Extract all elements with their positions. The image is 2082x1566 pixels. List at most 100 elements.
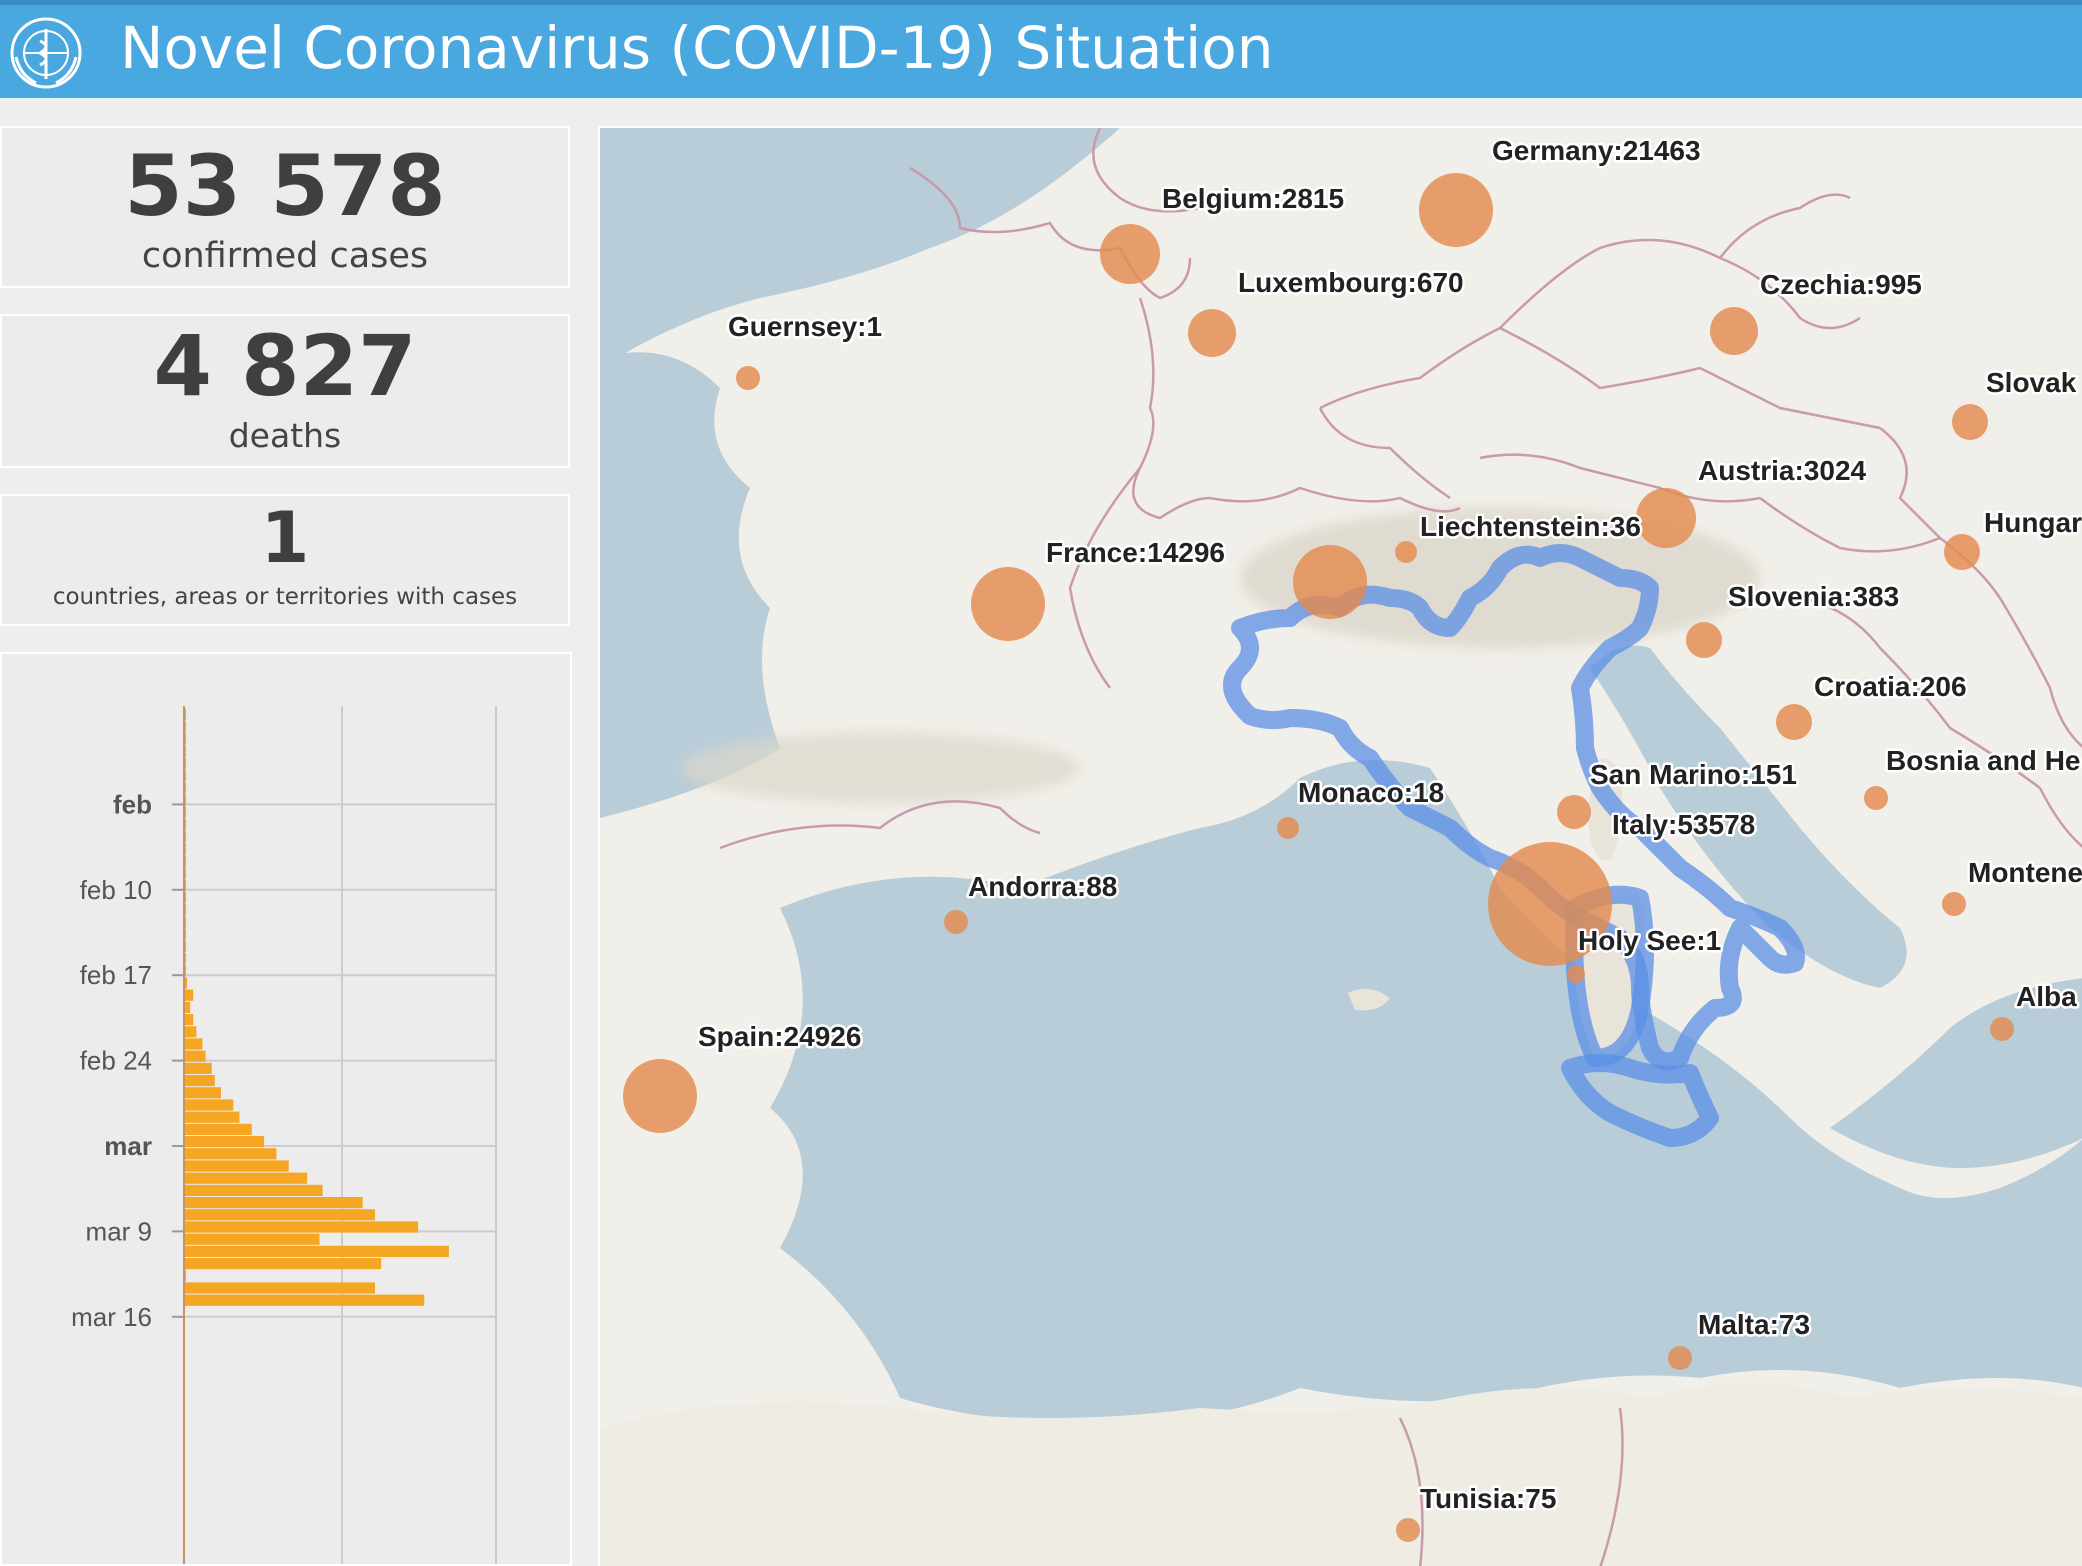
chart-bar[interactable] (184, 1197, 363, 1209)
chart-bar[interactable] (184, 1209, 375, 1221)
marker-holy-see[interactable] (1567, 965, 1585, 983)
chart-tick-label: mar 9 (86, 1216, 152, 1246)
chart-bar[interactable] (184, 1148, 277, 1160)
english-channel-sea (600, 128, 1120, 368)
chart-bar[interactable] (184, 1123, 252, 1135)
marker-france[interactable] (971, 567, 1045, 641)
marker-san-marino[interactable] (1557, 795, 1591, 829)
marker-croatia[interactable] (1776, 704, 1812, 740)
label-germany: Germany:21463 (1492, 135, 1701, 166)
map-canvas[interactable]: Germany:21463 Belgium:2815 Luxembourg:670 C… (600, 128, 2082, 1566)
chart-bar[interactable] (184, 1050, 206, 1062)
chart-bar[interactable] (184, 1160, 289, 1172)
chart-bar[interactable] (184, 989, 194, 1001)
marker-germany[interactable] (1419, 173, 1493, 247)
marker-liechtenstein[interactable] (1395, 541, 1417, 563)
epi-curve-chart[interactable]: feb feb 10 feb 17 feb 24 mar mar 9 mar 16 (2, 654, 572, 1566)
marker-belgium[interactable] (1100, 224, 1160, 284)
label-liechtenstein: Liechtenstein:36 (1420, 511, 1641, 542)
label-malta: Malta:73 (1698, 1309, 1810, 1340)
chart-bar[interactable] (184, 1099, 234, 1111)
label-holy-see: Holy See:1 (1578, 925, 1721, 956)
mediterranean-sea (770, 760, 2082, 1421)
map-panel[interactable]: Germany:21463 Belgium:2815 Luxembourg:670 C… (598, 126, 2082, 1566)
label-andorra: Andorra:88 (968, 871, 1117, 902)
chart-bar[interactable] (184, 1294, 425, 1306)
marker-tunisia[interactable] (1396, 1518, 1420, 1542)
adriatic-sea (1590, 645, 1907, 988)
label-albania: Alba (2016, 981, 2077, 1012)
chart-bar[interactable] (184, 1001, 191, 1013)
chart-bar[interactable] (184, 1258, 382, 1270)
epi-curve-panel[interactable]: feb feb 10 feb 17 feb 24 mar mar 9 mar 16 (0, 652, 572, 1566)
chart-bar[interactable] (184, 1282, 375, 1294)
chart-tick-label: feb 10 (80, 875, 152, 905)
marker-spain[interactable] (623, 1059, 697, 1133)
label-croatia: Croatia:206 (1814, 671, 1967, 702)
countries-card: 1 countries, areas or territories with c… (0, 494, 570, 626)
label-czechia: Czechia:995 (1760, 269, 1922, 300)
country-borders (719, 128, 2082, 1566)
who-emblem-icon (10, 17, 82, 89)
marker-luxembourg[interactable] (1188, 309, 1236, 357)
chart-bar[interactable] (184, 1026, 197, 1038)
label-tunisia: Tunisia:75 (1420, 1483, 1556, 1514)
chart-bar[interactable] (184, 1233, 320, 1245)
chart-tick-label: feb (113, 789, 152, 819)
chart-bar[interactable] (184, 1136, 265, 1148)
chart-bar[interactable] (184, 1221, 419, 1233)
ionian-sea (1830, 978, 2082, 1168)
north-africa-land (600, 1383, 2082, 1566)
label-slovakia: Slovak (1986, 367, 2077, 398)
marker-slovakia[interactable] (1952, 404, 1988, 440)
sicily-outline-highlight (1561, 1054, 1719, 1147)
chart-bar[interactable] (184, 977, 188, 989)
label-luxembourg: Luxembourg:670 (1238, 267, 1464, 298)
page-title: Novel Coronavirus (COVID-19) Situation (120, 14, 1274, 82)
deaths-card: 4 827 deaths (0, 314, 570, 468)
map-markers[interactable]: Germany:21463 Belgium:2815 Luxembourg:670 C… (623, 133, 2082, 1542)
countries-value: 1 (260, 497, 310, 579)
label-slovenia: Slovenia:383 (1728, 581, 1899, 612)
atlantic-sea (600, 352, 780, 818)
label-guernsey: Guernsey:1 (728, 311, 882, 342)
marker-austria[interactable] (1636, 488, 1696, 548)
chart-bar[interactable] (184, 1184, 323, 1196)
label-bosnia-and-herzegovina: Bosnia and He (1886, 745, 2080, 776)
chart-bar[interactable] (184, 1075, 215, 1087)
sardinia-outline-highlight (1565, 885, 1654, 1067)
chart-bar[interactable] (184, 1087, 221, 1099)
marker-czechia[interactable] (1710, 307, 1758, 355)
chart-bar[interactable] (184, 1172, 308, 1184)
deaths-value: 4 827 (153, 317, 417, 415)
marker-italy[interactable] (1488, 842, 1612, 966)
marker-slovenia[interactable] (1686, 622, 1722, 658)
header-bar: Novel Coronavirus (COVID-19) Situation (0, 0, 2082, 98)
marker-montenegro[interactable] (1942, 892, 1966, 916)
chart-bar[interactable] (184, 1245, 449, 1257)
label-montenegro: Montene (1968, 857, 2082, 888)
chart-bar[interactable] (184, 1014, 194, 1026)
label-belgium: Belgium:2815 (1162, 183, 1344, 214)
marker-monaco[interactable] (1277, 817, 1299, 839)
label-monaco: Monaco:18 (1298, 777, 1444, 808)
label-austria: Austria:3024 (1698, 455, 1867, 486)
label-spain: Spain:24926 (698, 1021, 861, 1052)
chart-bar[interactable] (184, 1038, 203, 1050)
marker-guernsey[interactable] (736, 366, 760, 390)
marker-albania[interactable] (1990, 1017, 2014, 1041)
pyrenees-relief (680, 733, 1080, 803)
chart-bar[interactable] (184, 1062, 212, 1074)
chart-tick-label: mar (104, 1131, 152, 1161)
label-san-marino: San Marino:151 (1590, 759, 1797, 790)
chart-tick-label: feb 17 (80, 960, 152, 990)
marker-andorra[interactable] (944, 910, 968, 934)
balearic-island (1348, 989, 1390, 1011)
marker-hungary[interactable] (1944, 534, 1980, 570)
label-france: France:14296 (1046, 537, 1225, 568)
chart-bar[interactable] (184, 1111, 240, 1123)
marker-switzerland[interactable] (1293, 545, 1367, 619)
marker-bosnia-and-herzegovina[interactable] (1864, 786, 1888, 810)
marker-malta[interactable] (1668, 1346, 1692, 1370)
label-hungary: Hungar (1984, 507, 2082, 538)
